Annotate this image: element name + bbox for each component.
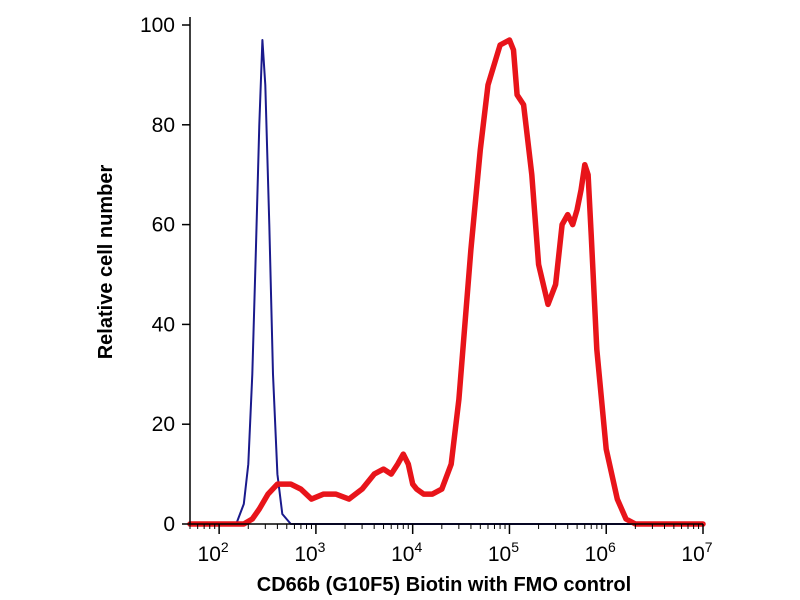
- y-tick-label: 100: [140, 14, 175, 37]
- x-tick-label: 107: [681, 539, 712, 566]
- x-tick-label: 103: [294, 539, 325, 566]
- x-tick-label: 105: [488, 539, 519, 566]
- x-axis-title: CD66b (G10F5) Biotin with FMO control: [257, 574, 631, 596]
- x-ticks: 102 103 104 105 106 107: [189, 524, 713, 566]
- x-tick-label: 102: [198, 539, 229, 566]
- series-layer: [187, 37, 706, 527]
- y-tick-label: 60: [152, 214, 175, 237]
- y-tick-label: 80: [152, 114, 175, 137]
- x-tick-label: 106: [585, 539, 616, 566]
- series-line-1: [189, 39, 704, 525]
- y-axis-title: Relative cell number: [95, 165, 117, 360]
- y-tick-label: 20: [152, 413, 175, 436]
- y-ticks: 0 20 40 60 80 100: [140, 14, 190, 536]
- y-tick-label: 0: [163, 513, 175, 536]
- x-tick-label: 104: [391, 539, 422, 566]
- series-line-2: [187, 37, 706, 527]
- y-tick-label: 40: [152, 313, 175, 336]
